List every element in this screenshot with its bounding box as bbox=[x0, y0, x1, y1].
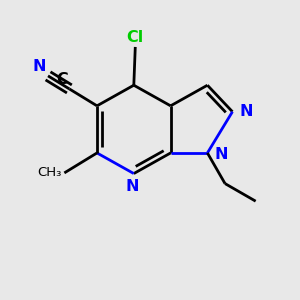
Text: N: N bbox=[126, 179, 139, 194]
Text: CH₃: CH₃ bbox=[38, 167, 62, 179]
Text: Cl: Cl bbox=[127, 30, 144, 45]
Text: N: N bbox=[240, 104, 253, 119]
Text: N: N bbox=[32, 59, 46, 74]
Text: N: N bbox=[215, 147, 228, 162]
Text: C: C bbox=[56, 73, 68, 88]
